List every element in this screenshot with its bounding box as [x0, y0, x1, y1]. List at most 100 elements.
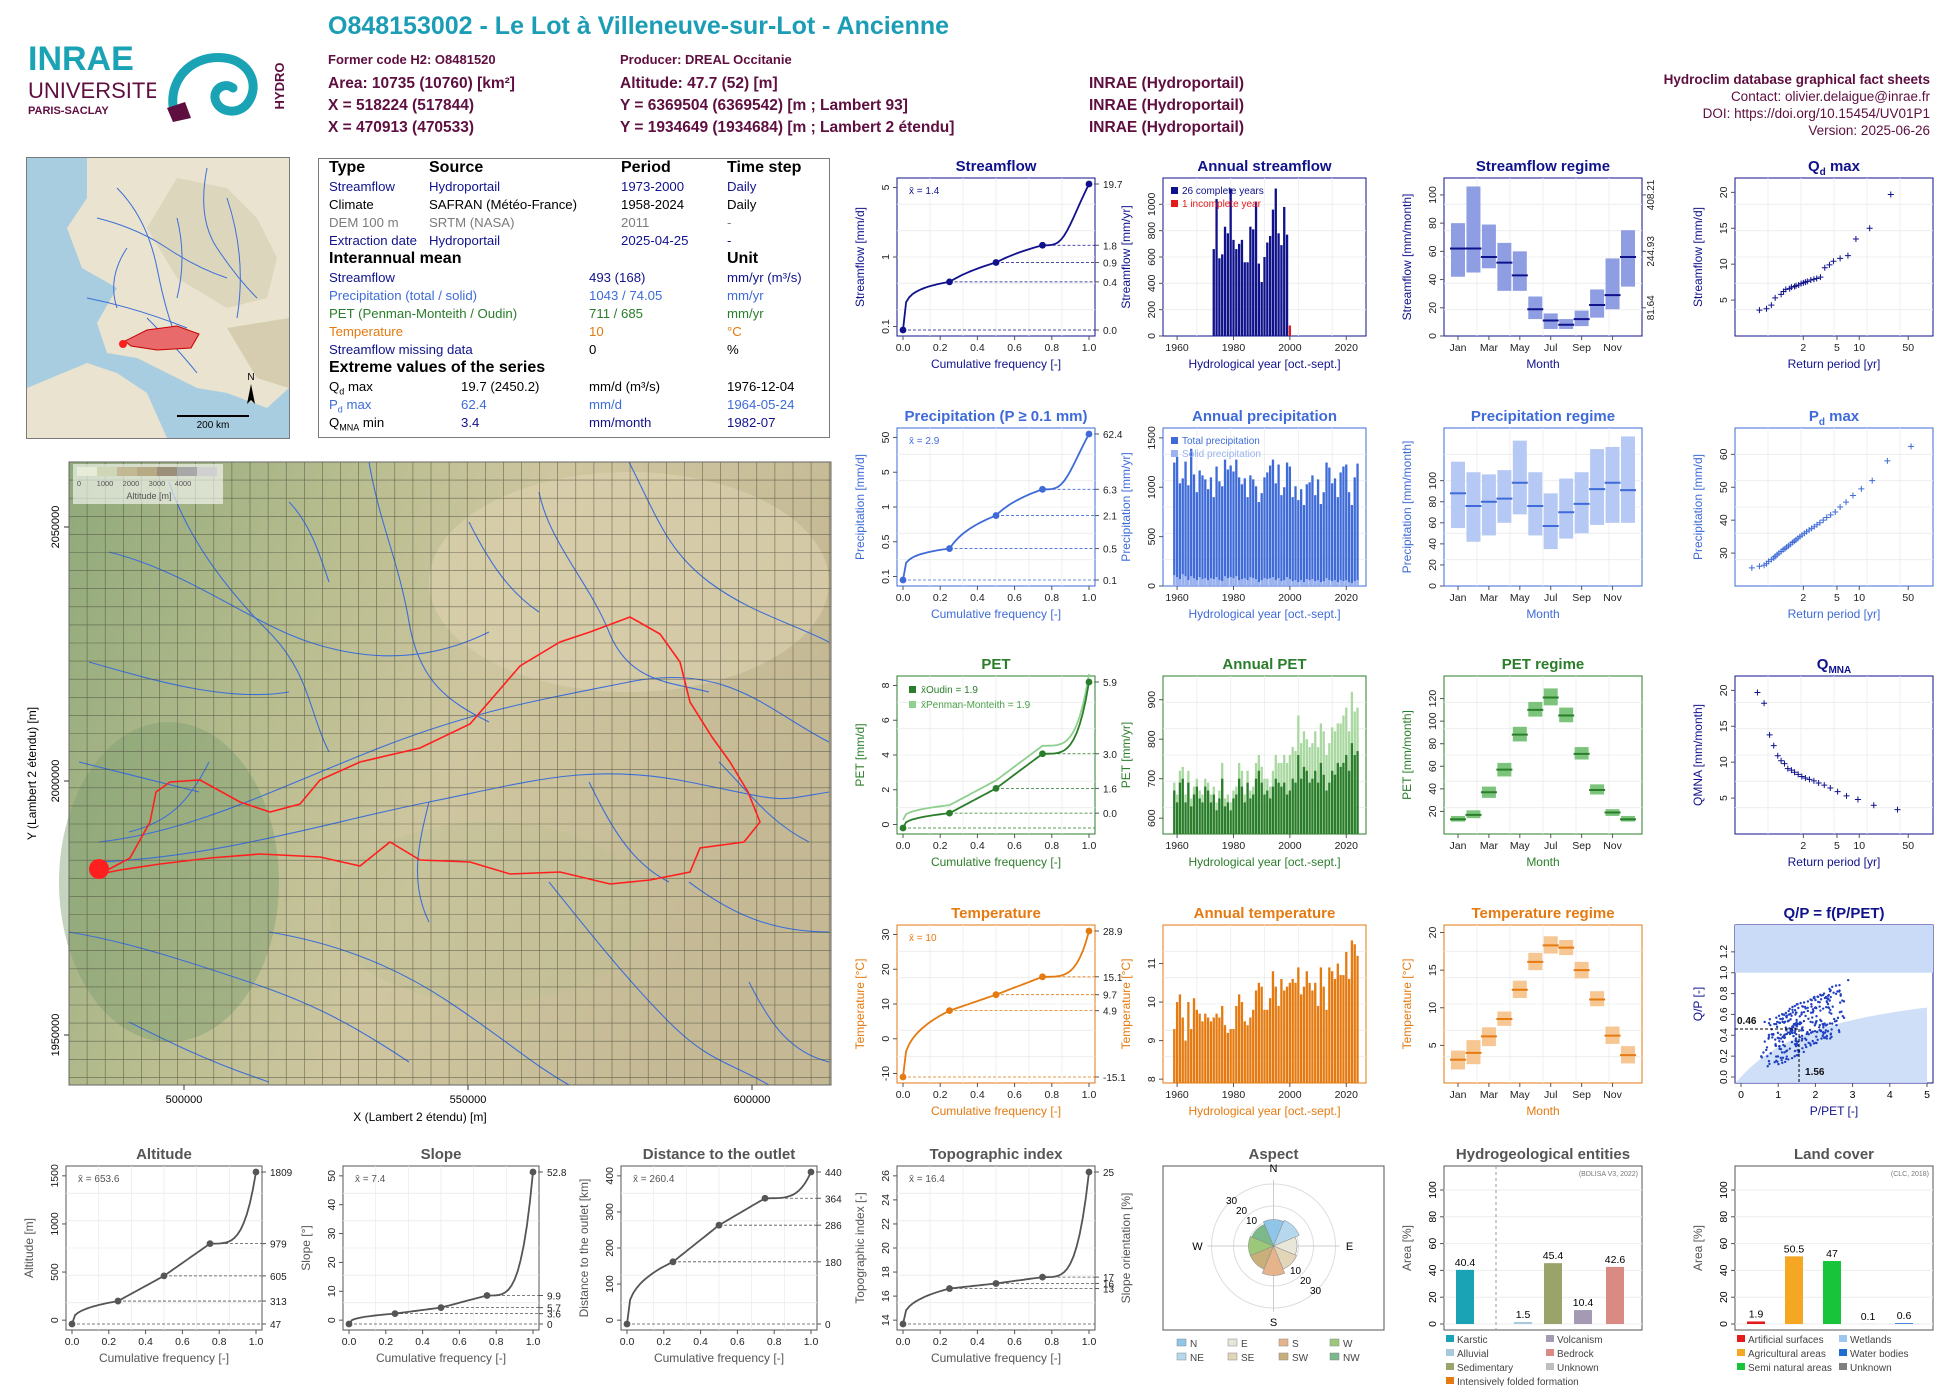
annual-bar: [1237, 778, 1241, 834]
interannual-header: Interannual mean: [329, 250, 462, 267]
doi-link[interactable]: DOI: https://doi.org/10.15454/UV01P1: [1702, 106, 1930, 121]
annual-bar: [1212, 794, 1215, 834]
legend-label: NW: [1343, 1353, 1360, 1364]
qp-point: [1816, 995, 1819, 998]
scale-label: 200 km: [197, 420, 230, 431]
annual-bar: [1277, 782, 1280, 834]
x-tick-label: 0.0: [896, 1336, 911, 1348]
qp-point: [1781, 1061, 1784, 1065]
legend-swatch: [909, 686, 916, 693]
extreme-row-label: Pd max: [329, 397, 372, 415]
x-tick-label: 0.0: [896, 342, 911, 354]
mean-label: x̄ = 10: [909, 933, 937, 944]
qp-point: [1804, 1037, 1807, 1040]
paris-saclay-wordmark: PARIS-SACLAY: [28, 105, 109, 117]
qp-point: [1822, 1032, 1825, 1036]
right-tick-label: 0.1: [1103, 576, 1117, 587]
annual-bar: [1263, 477, 1266, 586]
annual-bar: [1319, 762, 1323, 834]
source-row-source: SAFRAN (Météo-France): [429, 197, 578, 212]
source-label-3: INRAE (Hydroportail): [1089, 119, 1244, 136]
annual-bar: [1212, 249, 1215, 336]
qp-point: [1777, 1014, 1781, 1018]
cdf-point: [160, 1272, 168, 1280]
regime-box: [1574, 472, 1589, 534]
x-tick-label: Mar: [1480, 840, 1499, 852]
solid-precip-bar: [1302, 582, 1306, 586]
annual-bar: [1331, 971, 1334, 1083]
x-axis-label: Cumulative frequency [-]: [931, 357, 1061, 371]
annual-bar: [1187, 782, 1190, 834]
x-axis-label: Return period [yr]: [1788, 607, 1881, 621]
qp-point: [1836, 990, 1839, 993]
solid-precip-bar: [1226, 578, 1230, 586]
annual-streamflow-chart: Annual streamflow 1960 1980 2000 2020 0 200 400…: [1119, 158, 1367, 371]
cdf-point: [899, 326, 907, 334]
y-tick-label: 100: [1718, 1181, 1730, 1199]
qp-point: [1834, 992, 1838, 996]
pd-max-chart: Pd max 2 5 10 50 30 40 50 60 Return period [yr] Pr…: [1691, 408, 1934, 621]
annual-bar: [1237, 243, 1241, 336]
solid-precip-bar: [1181, 574, 1184, 586]
cdf-point: [946, 1285, 953, 1292]
annual-pet-chart: Annual PET 1960 1980 2000 2020 600 700 800 900 Hy…: [1119, 656, 1367, 869]
source-row-step: -: [727, 233, 732, 248]
return-period-point: [1781, 760, 1788, 767]
aspect-sector: [1273, 1219, 1300, 1247]
secondary-series-line: [902, 673, 1090, 821]
y-tick-label: 0: [880, 1036, 892, 1042]
return-period-point: [1887, 191, 1894, 198]
annual-bar: [1288, 325, 1292, 336]
qp-point: [1767, 1033, 1771, 1037]
y-tick-label: 0: [604, 1317, 616, 1323]
chart-title: Streamflow: [956, 158, 1037, 175]
qp-point: [1779, 1056, 1783, 1060]
annual-bar: [1226, 469, 1230, 586]
extreme-row-unit: mm/d (m³/s): [589, 379, 661, 394]
qp-point: [1812, 996, 1815, 1000]
map-y-tick: 2000000: [50, 760, 62, 803]
annual-bar: [1302, 986, 1306, 1083]
return-period-point: [1866, 225, 1873, 232]
qp-point: [1814, 998, 1817, 1002]
qp-point: [1829, 1008, 1832, 1012]
extreme-row-label: QMNA min: [329, 415, 385, 433]
return-period-point: [1849, 492, 1856, 499]
mean-label: x̄ = 2.9: [909, 436, 940, 447]
annual-bar: [1260, 493, 1263, 586]
annual-bar: [1356, 955, 1359, 1083]
map-y-tick: 1950000: [50, 1014, 62, 1057]
right-tick-label: 0.5: [1103, 545, 1117, 556]
mean-row-unit: mm/yr (m³/s): [727, 270, 802, 285]
annual-bar: [1268, 798, 1272, 834]
legend-label: Bedrock: [1557, 1349, 1595, 1360]
y-tick-label: 700: [1146, 770, 1158, 788]
legend-swatch: [1737, 1349, 1745, 1356]
gauging-station-marker[interactable]: [89, 859, 109, 879]
y-tick-label: 100: [1427, 1181, 1439, 1199]
annual-bar: [1215, 466, 1218, 586]
legend-label: SE: [1241, 1353, 1255, 1364]
x-axis-label: Cumulative frequency [-]: [99, 1351, 229, 1365]
x-tick-label: 1960: [1165, 840, 1189, 852]
annual-bar: [1274, 986, 1277, 1083]
y-axis-label: QMNA [mm/month]: [1691, 704, 1705, 806]
qp-point: [1775, 1025, 1779, 1029]
qp-point: [1792, 1024, 1795, 1027]
annual-bar: [1232, 798, 1235, 834]
contact[interactable]: Contact: olivier.delaigue@inrae.fr: [1730, 89, 1930, 104]
annual-bar: [1173, 790, 1176, 834]
pet-cdf-chart: PET 0.0 0.2 0.4 0.6 0.8 1.0 0 2 4 6 8 Cumulative fre…: [853, 656, 1117, 869]
solid-precip-bar: [1221, 581, 1224, 586]
solid-precip-bar: [1212, 579, 1215, 586]
annual-bar: [1218, 798, 1221, 834]
annual-bar: [1221, 778, 1224, 834]
y-tick-label: 500: [1146, 528, 1158, 546]
annual-bar: [1263, 257, 1266, 336]
x-tick-label: 1980: [1222, 592, 1246, 604]
legend-swatch: [1171, 200, 1178, 207]
legend-label: 1 incomplete year: [1182, 199, 1262, 210]
qp-point: [1763, 1040, 1766, 1043]
y-tick-label: 60: [1427, 517, 1439, 529]
qp-point: [1791, 1011, 1795, 1014]
